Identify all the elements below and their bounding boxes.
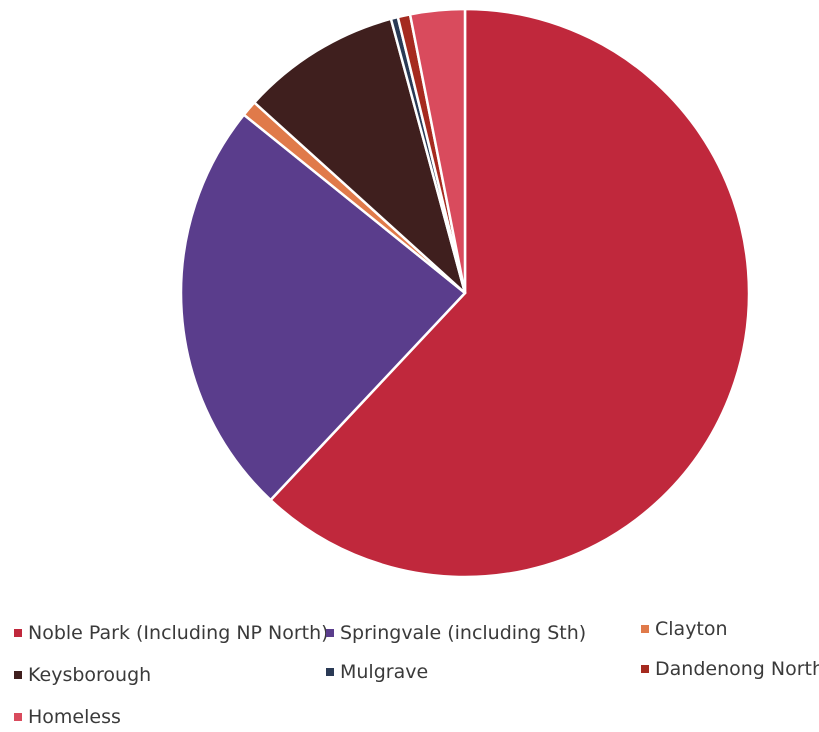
- legend-item-mulgrave: Mulgrave: [326, 661, 428, 683]
- legend-swatch-mulgrave: [326, 668, 334, 676]
- pie-slice-keysborough: [253, 17, 467, 295]
- legend-item-clayton: Clayton: [641, 618, 728, 640]
- legend-label-clayton: Clayton: [655, 618, 728, 640]
- pie-slice-homeless: [408, 7, 467, 295]
- legend-item-dandenong-north: Dandenong North: [641, 658, 819, 680]
- pie-slice-springvale: [179, 113, 467, 502]
- legend-item-noble-park: Noble Park (Including NP North): [14, 622, 329, 644]
- legend-label-mulgrave: Mulgrave: [340, 661, 429, 683]
- legend-item-keysborough: Keysborough: [14, 664, 151, 686]
- legend-label-keysborough: Keysborough: [28, 664, 152, 686]
- pie-slice-noble-park: [269, 7, 751, 579]
- legend-item-homeless: Homeless: [14, 706, 121, 728]
- legend-item-springvale: Springvale (including Sth): [326, 622, 586, 644]
- legend-swatch-noble-park: [14, 629, 22, 637]
- pie-chart: [179, 7, 751, 579]
- legend-label-homeless: Homeless: [28, 706, 121, 728]
- legend-swatch-homeless: [14, 713, 22, 721]
- legend-swatch-clayton: [641, 625, 649, 633]
- legend-swatch-springvale: [326, 629, 334, 637]
- legend-label-noble-park: Noble Park (Including NP North): [28, 622, 329, 644]
- legend-label-springvale: Springvale (including Sth): [340, 622, 587, 644]
- legend-swatch-keysborough: [14, 671, 22, 679]
- legend-label-dandenong-north: Dandenong North: [655, 658, 819, 680]
- legend-swatch-dandenong-north: [641, 665, 649, 673]
- chart-legend: Noble Park (Including NP North) Springva…: [0, 608, 819, 732]
